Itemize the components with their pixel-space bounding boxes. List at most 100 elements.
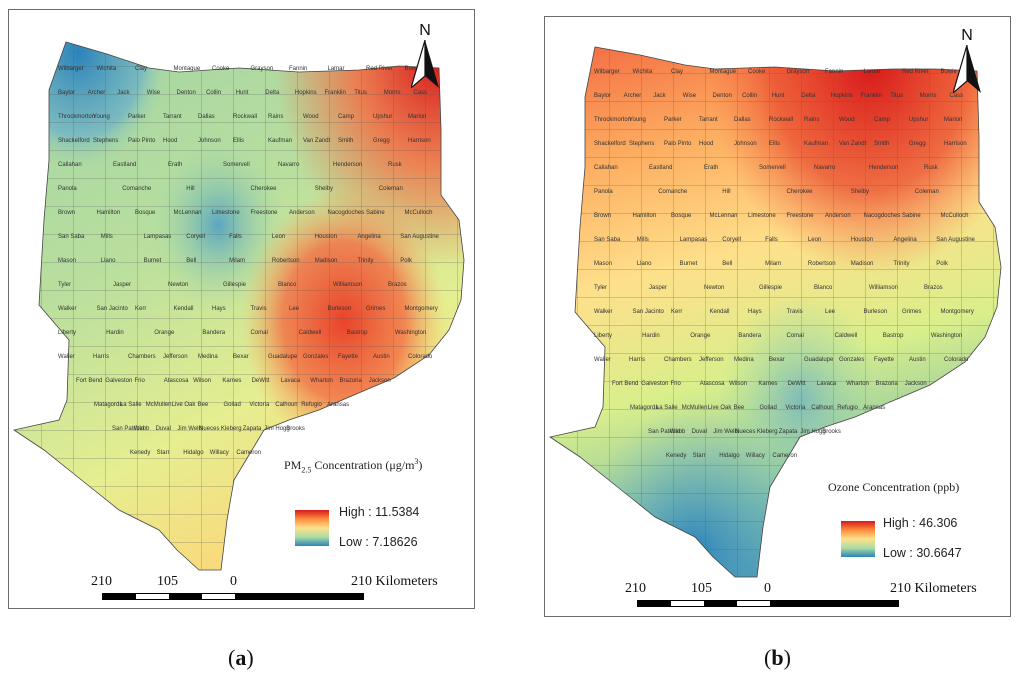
county-label: Delta: [265, 90, 280, 96]
county-label: Rockwall: [233, 114, 257, 120]
county-label: Henderson: [869, 165, 898, 171]
county-label: Coryell: [722, 237, 741, 243]
county-label: Rusk: [924, 165, 939, 171]
county-label: Madison: [851, 261, 874, 267]
county-label: Hidalgo: [719, 453, 740, 459]
county-label: Hill: [722, 189, 730, 195]
county-label: Tarrant: [699, 117, 718, 123]
county-label: Dallas: [734, 117, 751, 123]
county-label: Falls: [229, 234, 242, 240]
county-label: Marion: [944, 117, 962, 123]
county-label: Orange: [154, 330, 175, 336]
county-label: Calhoun: [275, 402, 297, 408]
county-label: Johnson: [198, 138, 221, 144]
county-label: Hays: [748, 309, 762, 315]
county-label: Harris: [93, 354, 109, 360]
county-label: Gillespie: [759, 285, 783, 291]
county-label: Hays: [212, 306, 226, 312]
county-label: Cooke: [748, 69, 766, 75]
county-label: Titus: [890, 93, 903, 99]
county-label: Nacogdoches: [864, 213, 901, 219]
county-label: Franklin: [861, 93, 882, 99]
county-label: Angelina: [357, 234, 381, 240]
county-label: Duval: [692, 429, 707, 435]
county-label: Denton: [713, 93, 732, 99]
scale-label-mid: 105: [691, 581, 712, 596]
county-label: Upshur: [373, 114, 392, 120]
county-label: Red River: [902, 69, 929, 75]
county-label: Live Oak: [708, 405, 733, 411]
county-label: Kendall: [174, 306, 194, 312]
county-label: Mills: [101, 234, 113, 240]
county-label: Coryell: [186, 234, 205, 240]
county-label: Ellis: [233, 138, 244, 144]
county-label: Rockwall: [769, 117, 793, 123]
county-label: McLennan: [174, 210, 202, 216]
county-label: San Patricio: [112, 426, 145, 432]
county-label: Freestone: [787, 213, 815, 219]
county-label: Gillespie: [223, 282, 247, 288]
county-label: Fort Bend: [612, 381, 638, 387]
county-label: Lee: [289, 306, 300, 312]
county-label: Eastland: [113, 162, 136, 168]
county-label: Aransas: [327, 402, 349, 408]
county-label: Bexar: [769, 357, 785, 363]
county-label: Bosque: [135, 210, 156, 216]
county-label: Limestone: [748, 213, 776, 219]
county-label: Henderson: [333, 162, 362, 168]
county-label: Walker: [58, 306, 76, 312]
county-label: Bandera: [738, 333, 761, 339]
scale-label-right: 210 Kilometers: [351, 574, 438, 589]
county-label: Kaufman: [268, 138, 292, 144]
north-label: N: [961, 27, 973, 44]
county-label: Sabine: [366, 210, 385, 216]
county-label: Refugio: [301, 402, 322, 408]
county-label: Grayson: [787, 69, 810, 75]
county-label: Jim Hogg: [800, 429, 825, 435]
county-label: Galveston: [105, 378, 132, 384]
county-label: Blanco: [814, 285, 833, 291]
county-label: Jackson: [905, 381, 927, 387]
county-label: Somervell: [759, 165, 786, 171]
scale-bar-graphic: [637, 600, 899, 607]
county-label: Clay: [671, 69, 683, 75]
county-label: Willacy: [210, 450, 229, 456]
county-label: Fannin: [289, 66, 307, 72]
county-label: Coleman: [379, 186, 403, 192]
county-label: Bowie: [405, 66, 422, 72]
county-label: Grimes: [902, 309, 921, 315]
north-arrow-icon: [411, 40, 439, 88]
county-label: Brooks: [822, 429, 841, 435]
county-label: Duval: [156, 426, 171, 432]
county-label: Navarro: [814, 165, 836, 171]
caption-a: (a): [228, 645, 254, 670]
county-label: Lamar: [864, 69, 881, 75]
county-label: Navarro: [278, 162, 300, 168]
county-label: Milam: [229, 258, 245, 264]
county-label: Falls: [765, 237, 778, 243]
county-label: Gregg: [909, 141, 926, 147]
county-label: Gonzales: [839, 357, 864, 363]
county-label: Clay: [135, 66, 147, 72]
county-label: Comal: [787, 333, 804, 339]
county-label: Burnet: [144, 258, 162, 264]
county-label: Fayette: [338, 354, 359, 360]
county-label: Lampasas: [680, 237, 708, 243]
county-label: Washington: [931, 333, 962, 339]
county-label: Frio: [671, 381, 682, 387]
county-label: Brazos: [388, 282, 407, 288]
county-label: Trinity: [357, 258, 373, 264]
county-label: Nueces: [199, 426, 219, 432]
county-label: DeWitt: [252, 378, 270, 384]
county-label: Sabine: [902, 213, 921, 219]
county-label: Victoria: [249, 402, 270, 408]
county-label: Kleberg: [757, 429, 778, 435]
county-label: Upshur: [909, 117, 928, 123]
county-label: Bosque: [671, 213, 692, 219]
county-label: Houston: [315, 234, 337, 240]
county-label: Orange: [690, 333, 711, 339]
county-label: Marion: [408, 114, 426, 120]
county-label: Callahan: [594, 165, 618, 171]
county-label: Liberty: [58, 330, 76, 336]
county-label: Hamilton: [633, 213, 657, 219]
